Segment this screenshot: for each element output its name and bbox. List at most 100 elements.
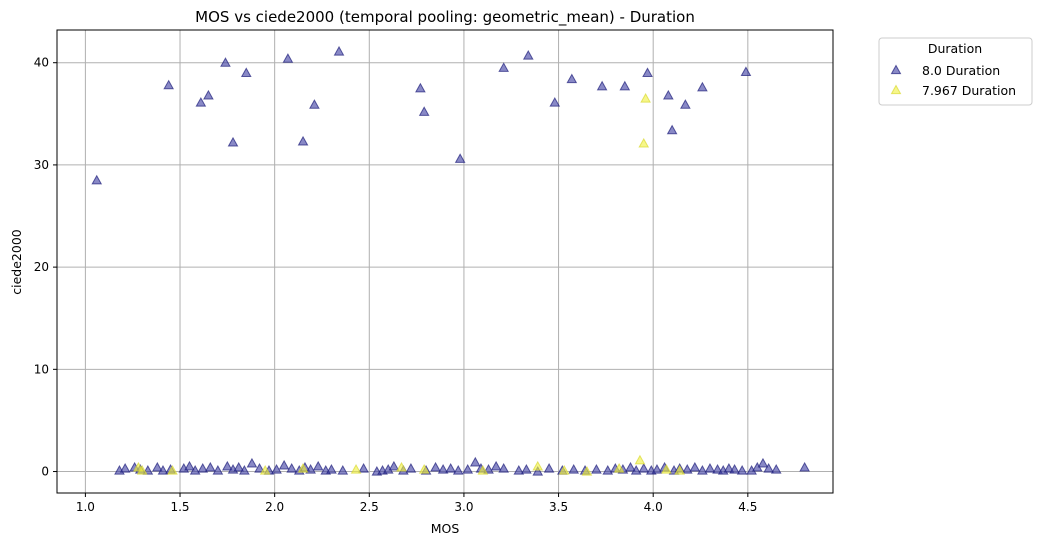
data-point xyxy=(640,92,651,103)
data-point xyxy=(212,464,224,475)
data-point xyxy=(136,464,148,475)
data-point xyxy=(651,463,663,474)
data-point xyxy=(221,460,233,471)
data-point xyxy=(558,464,570,475)
data-point xyxy=(350,463,362,474)
data-point xyxy=(568,463,580,474)
series-2 xyxy=(133,92,686,476)
x-axis-label: MOS xyxy=(431,521,460,536)
legend: Duration 8.0 Duration 7.967 Duration xyxy=(878,37,1033,106)
data-point xyxy=(469,456,481,467)
x-tick-label: 4.5 xyxy=(738,500,757,514)
x-tick-label: 2.0 xyxy=(265,500,284,514)
data-point xyxy=(282,53,294,63)
data-point xyxy=(405,462,417,473)
data-point xyxy=(680,99,691,109)
x-axis-ticks: 1.0 1.5 2.0 2.5 3.0 3.5 4.0 4.5 xyxy=(76,493,757,514)
data-point xyxy=(513,464,525,475)
data-point xyxy=(239,464,250,475)
data-point xyxy=(770,463,782,474)
legend-box xyxy=(878,37,1033,106)
data-points xyxy=(91,45,810,476)
data-point xyxy=(634,454,646,465)
data-point xyxy=(445,462,457,473)
data-point xyxy=(204,461,216,472)
data-point xyxy=(297,462,309,473)
data-point xyxy=(642,67,653,78)
data-point xyxy=(697,81,708,92)
legend-marker xyxy=(890,64,902,75)
data-point xyxy=(437,463,449,474)
data-point xyxy=(477,464,489,475)
y-tick-label: 10 xyxy=(34,362,49,376)
data-point xyxy=(254,462,265,473)
data-point xyxy=(259,464,271,475)
y-tick-label: 40 xyxy=(34,56,49,70)
y-tick-label: 30 xyxy=(34,158,49,172)
plot-frame xyxy=(56,29,834,494)
data-point xyxy=(309,99,320,109)
data-point xyxy=(312,460,324,471)
data-point xyxy=(681,463,693,474)
data-point xyxy=(757,457,769,468)
data-point xyxy=(388,460,400,471)
data-point xyxy=(184,460,195,471)
data-point xyxy=(591,463,602,474)
data-point xyxy=(326,463,337,474)
data-point xyxy=(333,45,345,56)
x-tick-label: 2.5 xyxy=(360,500,379,514)
data-point xyxy=(418,463,430,474)
data-point xyxy=(483,463,494,474)
legend-title: Duration xyxy=(928,41,982,56)
data-point xyxy=(240,67,252,78)
data-point xyxy=(581,466,593,476)
data-point xyxy=(305,463,316,474)
x-tick-label: 3.5 xyxy=(549,500,568,514)
data-point xyxy=(151,461,163,472)
chart-title: MOS vs ciede2000 (temporal pooling: geom… xyxy=(195,8,695,27)
data-point xyxy=(462,463,474,474)
data-point xyxy=(119,462,131,473)
x-tick-label: 1.0 xyxy=(76,500,95,514)
data-point xyxy=(418,106,430,116)
data-point xyxy=(674,464,686,475)
data-point xyxy=(543,462,555,473)
data-point xyxy=(490,460,502,471)
data-point xyxy=(195,97,207,107)
data-point xyxy=(763,462,774,473)
data-point xyxy=(415,82,426,93)
data-point xyxy=(167,464,178,475)
data-point xyxy=(278,459,290,470)
x-tick-label: 1.5 xyxy=(170,500,189,514)
data-point xyxy=(602,464,614,475)
data-point xyxy=(430,461,441,472)
data-point xyxy=(498,462,510,473)
data-point xyxy=(661,463,672,474)
data-point xyxy=(220,57,231,67)
x-tick-label: 4.0 xyxy=(644,500,663,514)
data-point xyxy=(233,461,245,472)
data-point xyxy=(522,50,534,60)
data-point xyxy=(396,461,407,472)
data-point xyxy=(697,464,708,475)
data-point xyxy=(246,457,258,468)
legend-entry-label: 8.0 Duration xyxy=(922,63,1000,78)
data-point xyxy=(521,463,532,474)
legend-entry-label: 7.967 Duration xyxy=(922,83,1016,98)
data-point xyxy=(704,462,716,473)
legend-marker xyxy=(890,84,902,95)
data-point xyxy=(666,124,678,135)
data-point xyxy=(454,153,466,163)
series-1 xyxy=(91,45,810,476)
data-point xyxy=(736,464,748,475)
data-point xyxy=(163,79,175,90)
data-point xyxy=(712,463,723,474)
data-point xyxy=(723,462,735,473)
data-point xyxy=(91,174,103,185)
data-point xyxy=(619,80,631,91)
data-point xyxy=(286,462,298,473)
data-point xyxy=(498,62,510,72)
data-point xyxy=(157,464,169,475)
data-point xyxy=(638,137,650,148)
